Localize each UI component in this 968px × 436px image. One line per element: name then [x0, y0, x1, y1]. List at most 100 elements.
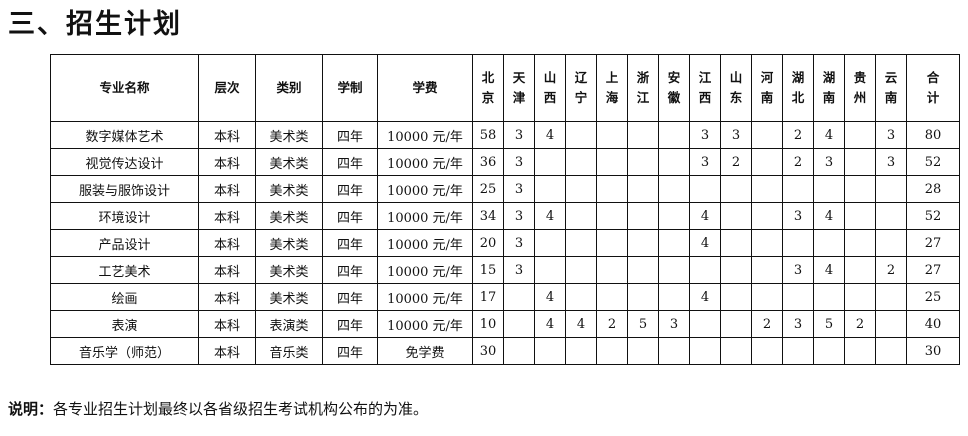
table-header-row: 专业名称 层次 类别 学制 学费北 京天 津山 西辽 宁上 海浙 江安 徽江 西山 东河… [50, 54, 960, 122]
province-header: 山 西 [534, 54, 566, 122]
province-header: 贵 州 [844, 54, 876, 122]
province-header: 安 徽 [658, 54, 690, 122]
cell-type: 美术类 [255, 121, 323, 149]
count-cell [503, 310, 535, 338]
count-cell: 3 [875, 148, 907, 176]
cell-level: 本科 [198, 229, 256, 257]
count-cell: 4 [689, 229, 721, 257]
count-cell: 3 [782, 256, 814, 284]
table-row: 数字媒体艺术 本科 美术类 四年 10000 元/年 58 3 4 3 3 2 4 3 80 [50, 121, 960, 149]
count-cell: 3 [503, 229, 535, 257]
province-header: 合 计 [906, 54, 960, 122]
count-cell [534, 148, 566, 176]
province-header: 天 津 [503, 54, 535, 122]
cell-years: 四年 [322, 337, 378, 365]
province-header: 云 南 [875, 54, 907, 122]
count-cell [782, 337, 814, 365]
count-cell: 4 [813, 202, 845, 230]
cell-type: 美术类 [255, 175, 323, 203]
count-cell [720, 202, 752, 230]
table-row: 环境设计 本科 美术类 四年 10000 元/年 34 3 4 4 3 4 52 [50, 202, 960, 230]
cell-fee: 10000 元/年 [377, 310, 473, 338]
cell-fee: 10000 元/年 [377, 148, 473, 176]
count-cell: 58 [472, 121, 504, 149]
count-cell: 4 [689, 202, 721, 230]
table-row: 表演 本科 表演类 四年 10000 元/年 10 4 4 2 5 3 2 3 5 2 40 [50, 310, 960, 338]
count-cell [689, 337, 721, 365]
province-header: 湖 北 [782, 54, 814, 122]
count-cell [875, 202, 907, 230]
count-cell: 34 [472, 202, 504, 230]
count-cell: 3 [813, 148, 845, 176]
count-cell [627, 175, 659, 203]
cell-name: 工艺美术 [50, 256, 199, 284]
count-cell [844, 256, 876, 284]
count-cell [565, 283, 597, 311]
cell-fee: 10000 元/年 [377, 202, 473, 230]
count-cell [720, 337, 752, 365]
count-cell: 3 [658, 310, 690, 338]
count-cell: 3 [782, 310, 814, 338]
cell-type: 表演类 [255, 310, 323, 338]
count-cell: 20 [472, 229, 504, 257]
count-cell [627, 256, 659, 284]
count-cell [875, 337, 907, 365]
count-cell [689, 310, 721, 338]
count-cell [813, 337, 845, 365]
count-cell [813, 283, 845, 311]
count-cell: 3 [875, 121, 907, 149]
cell-name: 服装与服饰设计 [50, 175, 199, 203]
count-cell: 2 [875, 256, 907, 284]
cell-name: 产品设计 [50, 229, 199, 257]
count-cell: 2 [751, 310, 783, 338]
count-cell: 30 [906, 337, 960, 365]
count-cell [782, 175, 814, 203]
count-cell [844, 229, 876, 257]
cell-years: 四年 [322, 121, 378, 149]
count-cell [751, 337, 783, 365]
cell-name: 音乐学（师范） [50, 337, 199, 365]
count-cell: 52 [906, 148, 960, 176]
column-header: 类别 [255, 54, 323, 122]
cell-fee: 10000 元/年 [377, 256, 473, 284]
cell-name: 环境设计 [50, 202, 199, 230]
count-cell [596, 337, 628, 365]
count-cell [751, 283, 783, 311]
province-header: 江 西 [689, 54, 721, 122]
column-header: 专业名称 [50, 54, 199, 122]
count-cell [534, 337, 566, 365]
cell-type: 美术类 [255, 202, 323, 230]
count-cell [751, 121, 783, 149]
count-cell [596, 256, 628, 284]
cell-level: 本科 [198, 310, 256, 338]
cell-type: 美术类 [255, 256, 323, 284]
count-cell: 4 [534, 121, 566, 149]
count-cell: 28 [906, 175, 960, 203]
count-cell: 17 [472, 283, 504, 311]
cell-fee: 免学费 [377, 337, 473, 365]
count-cell: 4 [534, 310, 566, 338]
count-cell [875, 175, 907, 203]
cell-level: 本科 [198, 202, 256, 230]
count-cell [720, 175, 752, 203]
cell-level: 本科 [198, 175, 256, 203]
count-cell [596, 148, 628, 176]
count-cell [782, 229, 814, 257]
count-cell: 40 [906, 310, 960, 338]
cell-level: 本科 [198, 121, 256, 149]
cell-level: 本科 [198, 148, 256, 176]
column-header: 学制 [322, 54, 378, 122]
cell-years: 四年 [322, 229, 378, 257]
count-cell: 80 [906, 121, 960, 149]
count-cell [627, 202, 659, 230]
cell-fee: 10000 元/年 [377, 121, 473, 149]
count-cell [689, 175, 721, 203]
province-header: 河 南 [751, 54, 783, 122]
province-header: 上 海 [596, 54, 628, 122]
count-cell [627, 148, 659, 176]
cell-level: 本科 [198, 256, 256, 284]
cell-name: 数字媒体艺术 [50, 121, 199, 149]
cell-name: 绘画 [50, 283, 199, 311]
count-cell [596, 202, 628, 230]
count-cell: 4 [813, 121, 845, 149]
